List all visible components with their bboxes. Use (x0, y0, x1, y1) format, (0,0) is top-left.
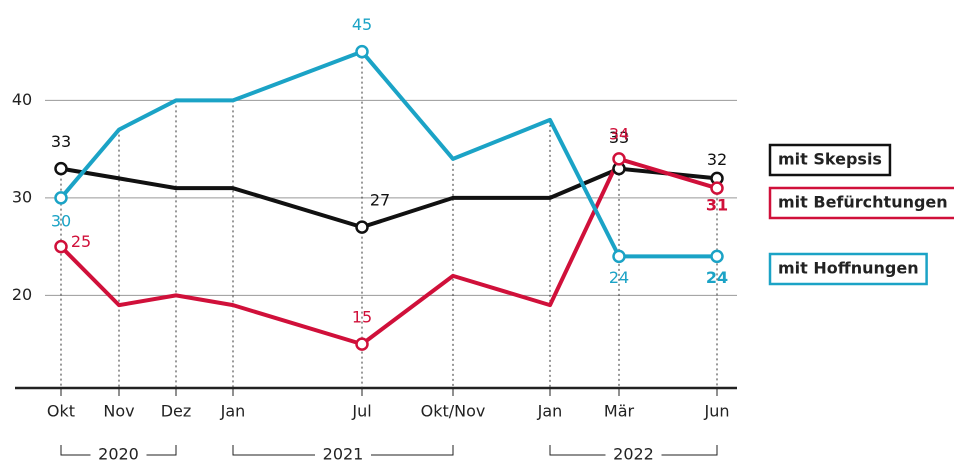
legend-box (768, 186, 954, 220)
legend-item: mit Befürchtungen (768, 186, 954, 220)
legend-box (768, 252, 928, 286)
data-label: 33 (51, 132, 71, 151)
x-tick-label: Okt (47, 402, 75, 421)
point-marker (54, 191, 68, 205)
point-marker (355, 44, 369, 59)
data-label: 24 (609, 268, 629, 287)
x-tick-label: Dez (161, 402, 192, 421)
year-label: 2021 (323, 445, 364, 464)
y-tick-label: 40 (12, 90, 32, 109)
legend-item: mit Skepsis (768, 143, 892, 177)
y-tick-label: 30 (12, 187, 32, 206)
year-label: 2020 (98, 445, 139, 464)
point-marker (710, 181, 724, 195)
legend-item: mit Hoffnungen (768, 252, 928, 286)
x-tick-label: Jan (220, 402, 246, 421)
year-bracket (232, 445, 454, 456)
point-marker (355, 337, 369, 351)
data-label: 24 (706, 268, 728, 287)
x-tick-label: Nov (103, 402, 134, 421)
point-marker (54, 239, 68, 254)
year-label: 2022 (613, 445, 654, 464)
data-label: 33 (609, 128, 629, 147)
data-label: 25 (71, 232, 91, 251)
x-tick-label: Okt/Nov (421, 402, 486, 421)
point-marker (612, 249, 626, 264)
legend-label: mit Skepsis (778, 150, 882, 169)
point-marker (54, 161, 68, 176)
data-label: 31 (706, 196, 728, 215)
x-tick-label: Jan (537, 402, 563, 421)
x-tick-label: Jul (351, 402, 371, 421)
point-marker (612, 152, 626, 166)
data-label: 30 (51, 211, 71, 230)
data-label: 15 (352, 308, 372, 327)
point-marker (710, 249, 724, 264)
data-label: 32 (707, 150, 727, 169)
point-marker (355, 220, 369, 234)
year-bracket (60, 445, 177, 456)
data-label: 27 (370, 191, 390, 210)
data-label: 34 (609, 124, 629, 143)
legend-box (768, 143, 892, 177)
legend-label: mit Befürchtungen (778, 193, 948, 212)
data-label: 45 (352, 15, 372, 34)
y-tick-label: 20 (12, 285, 32, 304)
year-bracket (549, 445, 718, 456)
x-tick-label: Mär (604, 402, 635, 421)
legend-label: mit Hoffnungen (778, 259, 919, 278)
x-tick-label: Jun (704, 402, 730, 421)
